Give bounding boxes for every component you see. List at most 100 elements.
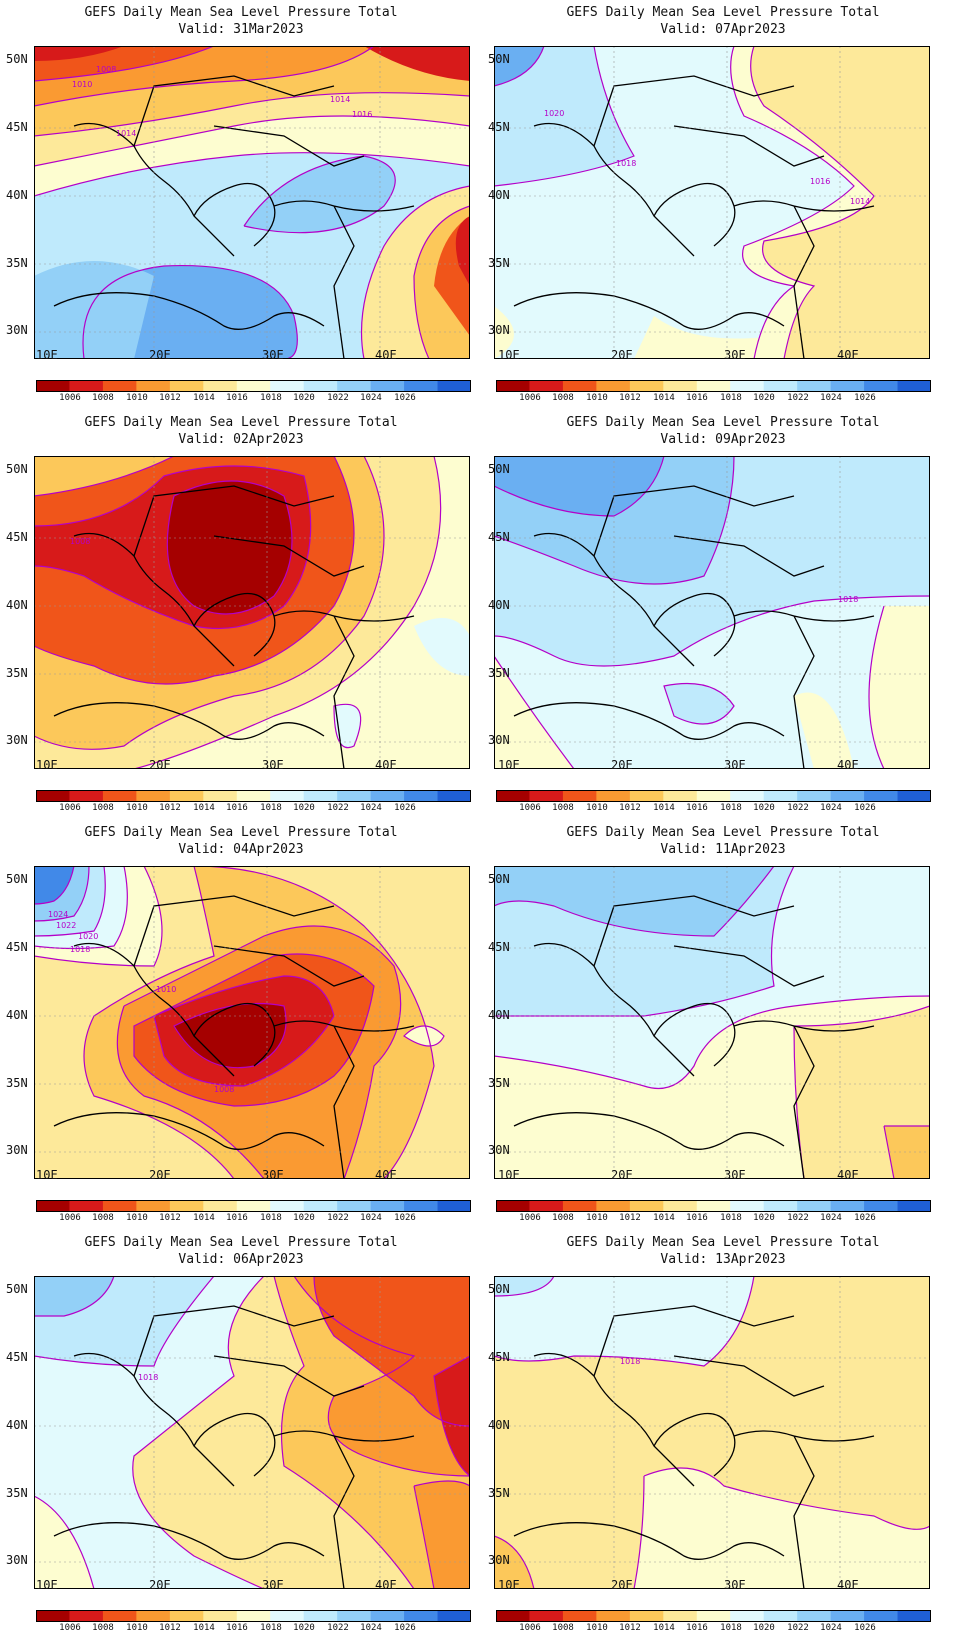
colorbar-swatch bbox=[663, 1200, 698, 1212]
y-tick-label: 50N bbox=[488, 52, 510, 66]
colorbar-label: 1016 bbox=[686, 803, 708, 813]
colorbar-swatch bbox=[629, 1200, 664, 1212]
colorbar-label: 1006 bbox=[519, 803, 541, 813]
colorbar-swatch bbox=[496, 1610, 530, 1622]
y-tick-label: 30N bbox=[6, 1143, 28, 1157]
y-tick-label: 30N bbox=[6, 733, 28, 747]
colorbar-swatch bbox=[797, 1610, 832, 1622]
contour-label: 1018 bbox=[838, 595, 858, 604]
y-tick-label: 35N bbox=[488, 256, 510, 270]
colorbar-label: 1020 bbox=[753, 1213, 775, 1223]
colorbar-swatch bbox=[203, 1200, 238, 1212]
y-tick-label: 50N bbox=[6, 462, 28, 476]
x-tick-label: 10E bbox=[498, 758, 520, 772]
colorbar-label: 1014 bbox=[193, 1623, 215, 1633]
colorbar-swatch bbox=[864, 790, 899, 802]
colorbar-label: 1008 bbox=[552, 803, 574, 813]
y-tick-label: 45N bbox=[488, 530, 510, 544]
colorbar bbox=[496, 790, 931, 802]
colorbar-swatch bbox=[696, 1610, 731, 1622]
colorbar-swatch bbox=[303, 380, 338, 392]
y-tick-label: 35N bbox=[6, 666, 28, 680]
colorbar-swatch bbox=[663, 380, 698, 392]
y-tick-label: 50N bbox=[488, 462, 510, 476]
x-tick-label: 20E bbox=[149, 758, 171, 772]
colorbar-swatch bbox=[696, 1200, 731, 1212]
colorbar-swatch bbox=[236, 1200, 271, 1212]
x-tick-label: 10E bbox=[36, 758, 58, 772]
colorbar-swatch bbox=[136, 1200, 171, 1212]
colorbar-swatch bbox=[864, 1610, 899, 1622]
colorbar-swatch bbox=[663, 790, 698, 802]
colorbar-swatch bbox=[562, 1610, 597, 1622]
colorbar-swatch bbox=[663, 1610, 698, 1622]
colorbar-swatch bbox=[730, 1200, 765, 1212]
colorbar-label: 1008 bbox=[92, 393, 114, 403]
y-tick-label: 45N bbox=[488, 940, 510, 954]
colorbar bbox=[36, 790, 471, 802]
colorbar-swatch bbox=[830, 380, 865, 392]
colorbar-label: 1020 bbox=[753, 1623, 775, 1633]
x-tick-label: 40E bbox=[375, 348, 397, 362]
colorbar-border bbox=[36, 1200, 471, 1212]
colorbar-label: 1024 bbox=[360, 1213, 382, 1223]
colorbar-label: 1024 bbox=[360, 393, 382, 403]
colorbar-swatch bbox=[529, 380, 564, 392]
colorbar-swatch bbox=[69, 790, 104, 802]
x-tick-label: 10E bbox=[36, 1168, 58, 1182]
colorbar-label: 1008 bbox=[92, 803, 114, 813]
colorbar-label: 1018 bbox=[720, 803, 742, 813]
colorbar-label: 1006 bbox=[59, 393, 81, 403]
colorbar-swatch bbox=[830, 790, 865, 802]
x-tick-label: 40E bbox=[375, 1168, 397, 1182]
colorbar-label: 1012 bbox=[159, 803, 181, 813]
colorbar-swatch bbox=[303, 1610, 338, 1622]
colorbar-border bbox=[36, 790, 471, 802]
colorbar-swatch bbox=[102, 380, 137, 392]
y-tick-label: 40N bbox=[488, 598, 510, 612]
colorbar-label: 1022 bbox=[327, 1623, 349, 1633]
colorbar-swatch bbox=[337, 790, 372, 802]
y-tick-label: 45N bbox=[6, 120, 28, 134]
colorbar-label: 1024 bbox=[820, 393, 842, 403]
colorbar-swatch bbox=[169, 1610, 204, 1622]
y-tick-label: 40N bbox=[6, 188, 28, 202]
colorbar-label: 1016 bbox=[226, 393, 248, 403]
x-tick-label: 10E bbox=[498, 1578, 520, 1592]
y-tick-label: 35N bbox=[6, 1076, 28, 1090]
y-tick-label: 40N bbox=[6, 1008, 28, 1022]
colorbar-swatch bbox=[496, 380, 530, 392]
x-tick-label: 20E bbox=[611, 758, 633, 772]
contour-label: 1008 bbox=[70, 537, 90, 546]
colorbar-swatch bbox=[763, 380, 798, 392]
y-tick-label: 30N bbox=[488, 733, 510, 747]
colorbar-label: 1026 bbox=[394, 1623, 416, 1633]
contour-label: 1020 bbox=[78, 932, 98, 941]
y-tick-label: 50N bbox=[6, 1282, 28, 1296]
panel-title: GEFS Daily Mean Sea Level Pressure Total bbox=[566, 5, 880, 20]
colorbar bbox=[36, 1610, 471, 1622]
colorbar-swatch bbox=[830, 1200, 865, 1212]
x-tick-label: 40E bbox=[837, 348, 859, 362]
colorbar-label: 1012 bbox=[159, 1623, 181, 1633]
colorbar-label: 1014 bbox=[653, 803, 675, 813]
x-tick-label: 30E bbox=[724, 758, 746, 772]
colorbar-swatch bbox=[69, 380, 104, 392]
x-tick-label: 20E bbox=[611, 1168, 633, 1182]
colorbar-swatch bbox=[370, 1610, 405, 1622]
colorbar-label: 1026 bbox=[854, 1623, 876, 1633]
colorbar-swatch bbox=[629, 790, 664, 802]
x-tick-label: 30E bbox=[724, 348, 746, 362]
colorbar-swatch bbox=[830, 1610, 865, 1622]
x-tick-label: 20E bbox=[149, 1578, 171, 1592]
panel-title: GEFS Daily Mean Sea Level Pressure Total bbox=[84, 5, 398, 20]
map-panel-07apr: GEFS Daily Mean Sea Level Pressure Total… bbox=[482, 0, 964, 410]
colorbar-label: 1014 bbox=[653, 1623, 675, 1633]
colorbar-swatch bbox=[529, 790, 564, 802]
y-tick-label: 50N bbox=[6, 52, 28, 66]
colorbar-swatch bbox=[404, 380, 439, 392]
map-panel-11apr: GEFS Daily Mean Sea Level Pressure Total… bbox=[482, 820, 964, 1230]
pressure-map: 1024 1022 1020 1018 1010 1008 bbox=[34, 866, 470, 1179]
y-tick-label: 45N bbox=[6, 1350, 28, 1364]
colorbar-label: 1012 bbox=[619, 1213, 641, 1223]
